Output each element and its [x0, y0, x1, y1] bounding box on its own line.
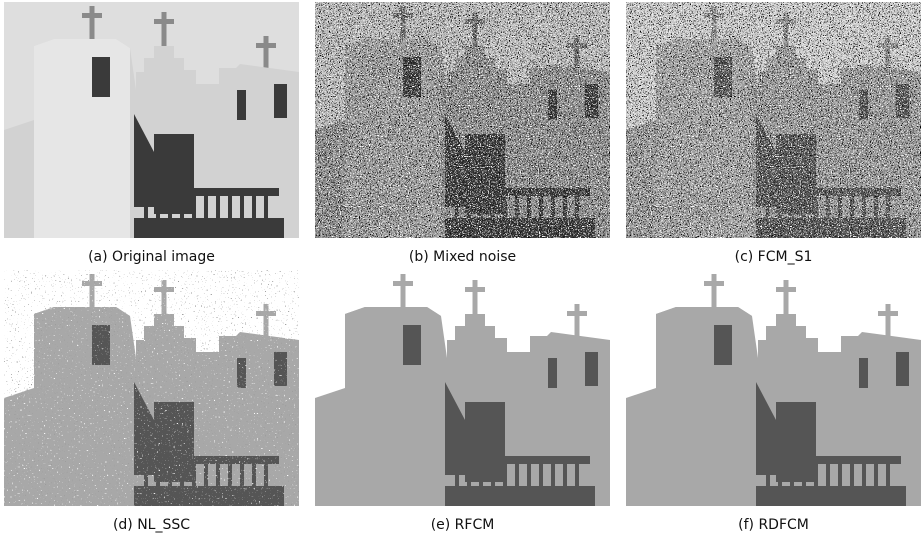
- balcony-post: [862, 464, 866, 488]
- noise: [626, 2, 921, 238]
- balcony-post: [204, 196, 208, 220]
- tower-front: [345, 307, 441, 506]
- cross: [264, 36, 269, 70]
- balcony-base: [756, 486, 906, 506]
- cross: [575, 304, 580, 338]
- cross: [567, 311, 587, 316]
- cross: [465, 287, 485, 292]
- cross: [473, 280, 478, 318]
- cross: [393, 281, 413, 286]
- balcony-post: [874, 464, 878, 488]
- cross: [784, 280, 789, 318]
- balcony-post: [180, 196, 184, 220]
- balcony-post: [455, 464, 459, 488]
- window: [274, 84, 287, 118]
- cross: [162, 12, 167, 50]
- balcony-post: [252, 196, 256, 220]
- cross: [256, 43, 276, 48]
- caption: (d) NL_SSC: [4, 517, 299, 533]
- balcony-post: [838, 464, 842, 488]
- balcony-post: [216, 196, 220, 220]
- image-panel: [315, 270, 610, 506]
- image-panel: [626, 270, 921, 506]
- balcony-post: [539, 464, 543, 488]
- balcony-post: [228, 196, 232, 220]
- window: [896, 352, 909, 386]
- balcony-post: [168, 196, 172, 220]
- tower-front: [656, 307, 752, 506]
- balcony-post: [515, 464, 519, 488]
- cross: [878, 311, 898, 316]
- balcony-post: [766, 464, 770, 488]
- caption: (e) RFCM: [315, 517, 610, 533]
- caption: (c) FCM_S1: [626, 249, 921, 265]
- balcony-base: [445, 486, 595, 506]
- balcony-post: [563, 464, 567, 488]
- cross: [90, 6, 95, 42]
- balcony-post: [479, 464, 483, 488]
- caption: (b) Mixed noise: [315, 249, 610, 265]
- balcony-rail: [761, 456, 901, 464]
- balcony-post: [790, 464, 794, 488]
- window: [403, 325, 421, 365]
- balcony-rail: [450, 456, 590, 464]
- image-panel: [626, 2, 921, 238]
- figure: (a) Original image (b) Mixed noise (c) FCM…: [0, 0, 923, 538]
- balcony-post: [527, 464, 531, 488]
- balcony-post: [802, 464, 806, 488]
- image-panel: [4, 2, 299, 238]
- balcony-post: [156, 196, 160, 220]
- cross: [776, 287, 796, 292]
- window: [714, 325, 732, 365]
- balcony-post: [467, 464, 471, 488]
- balcony-post: [503, 464, 507, 488]
- cross: [712, 274, 717, 310]
- balcony-post: [850, 464, 854, 488]
- caption: (a) Original image: [4, 249, 299, 265]
- balcony-rail: [139, 188, 279, 196]
- balcony-post: [491, 464, 495, 488]
- balcony-post: [575, 464, 579, 488]
- balcony-post: [264, 196, 268, 220]
- balcony-post: [144, 196, 148, 220]
- balcony-base: [134, 218, 284, 238]
- balcony-post: [886, 464, 890, 488]
- balcony-post: [192, 196, 196, 220]
- cross: [886, 304, 891, 338]
- noise: [315, 2, 610, 238]
- cross: [82, 13, 102, 18]
- balcony-post: [826, 464, 830, 488]
- balcony-post: [240, 196, 244, 220]
- image-panel: [315, 2, 610, 238]
- window: [585, 352, 598, 386]
- cross: [401, 274, 406, 310]
- tower-front: [34, 39, 130, 238]
- balcony-post: [551, 464, 555, 488]
- image-panel: [4, 270, 299, 506]
- window: [859, 358, 868, 388]
- window: [92, 57, 110, 97]
- window: [237, 90, 246, 120]
- balcony-post: [778, 464, 782, 488]
- cross: [154, 19, 174, 24]
- noise: [4, 270, 299, 506]
- cross: [704, 281, 724, 286]
- window: [548, 358, 557, 388]
- balcony-post: [814, 464, 818, 488]
- caption: (f) RDFCM: [626, 517, 921, 533]
